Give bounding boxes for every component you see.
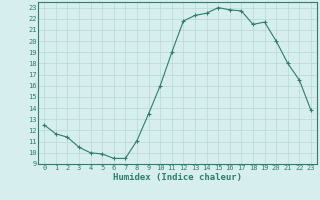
X-axis label: Humidex (Indice chaleur): Humidex (Indice chaleur) <box>113 173 242 182</box>
